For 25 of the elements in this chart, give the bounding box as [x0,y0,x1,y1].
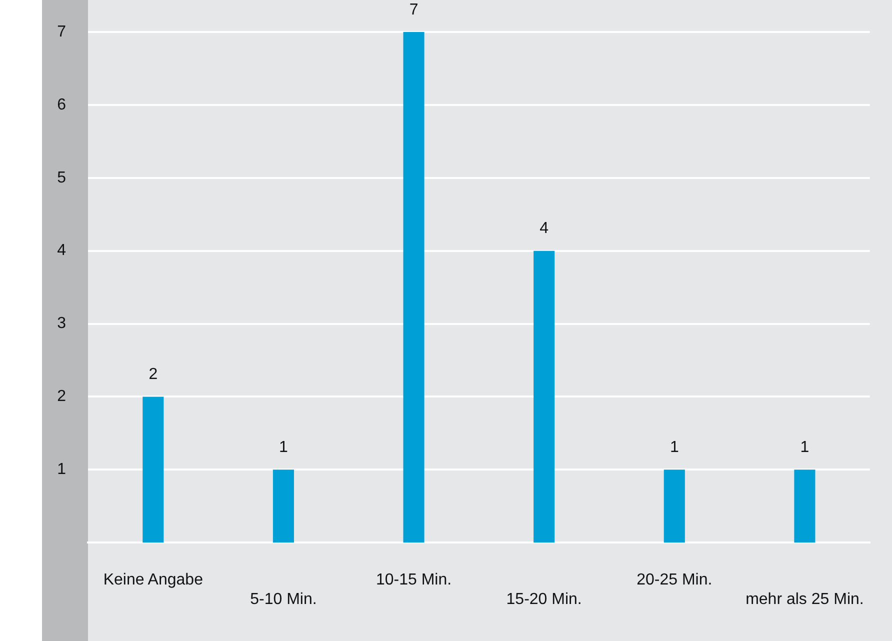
y-tick-label: 6 [57,96,66,114]
data-label: 1 [670,439,679,456]
bar [664,470,685,543]
data-label: 1 [800,439,810,456]
bar [794,470,816,543]
y-tick-label: 7 [57,23,66,40]
x-tick-label: 20-25 Min. [636,572,712,589]
data-label: 2 [148,366,158,384]
data-label: 7 [409,1,418,18]
y-tick-label: 2 [57,388,66,406]
x-tick-label: Keine Angabe [103,572,204,589]
x-tick-label: 15-20 Min. [506,590,582,608]
y-tick-label: 1 [57,461,66,478]
bar [403,32,424,543]
bar [272,470,294,543]
x-tick-label: 10-15 Min. [376,572,452,589]
y-tick-label: 4 [57,242,66,260]
bar [534,250,555,543]
data-label: 1 [279,439,288,456]
bar [142,396,164,543]
x-tick-label: 5-10 Min. [250,590,317,608]
y-tick-label: 3 [57,315,66,332]
data-label: 4 [540,220,549,238]
y-tick-label: 5 [57,169,66,186]
x-tick-label: mehr als 25 Min. [746,590,864,608]
